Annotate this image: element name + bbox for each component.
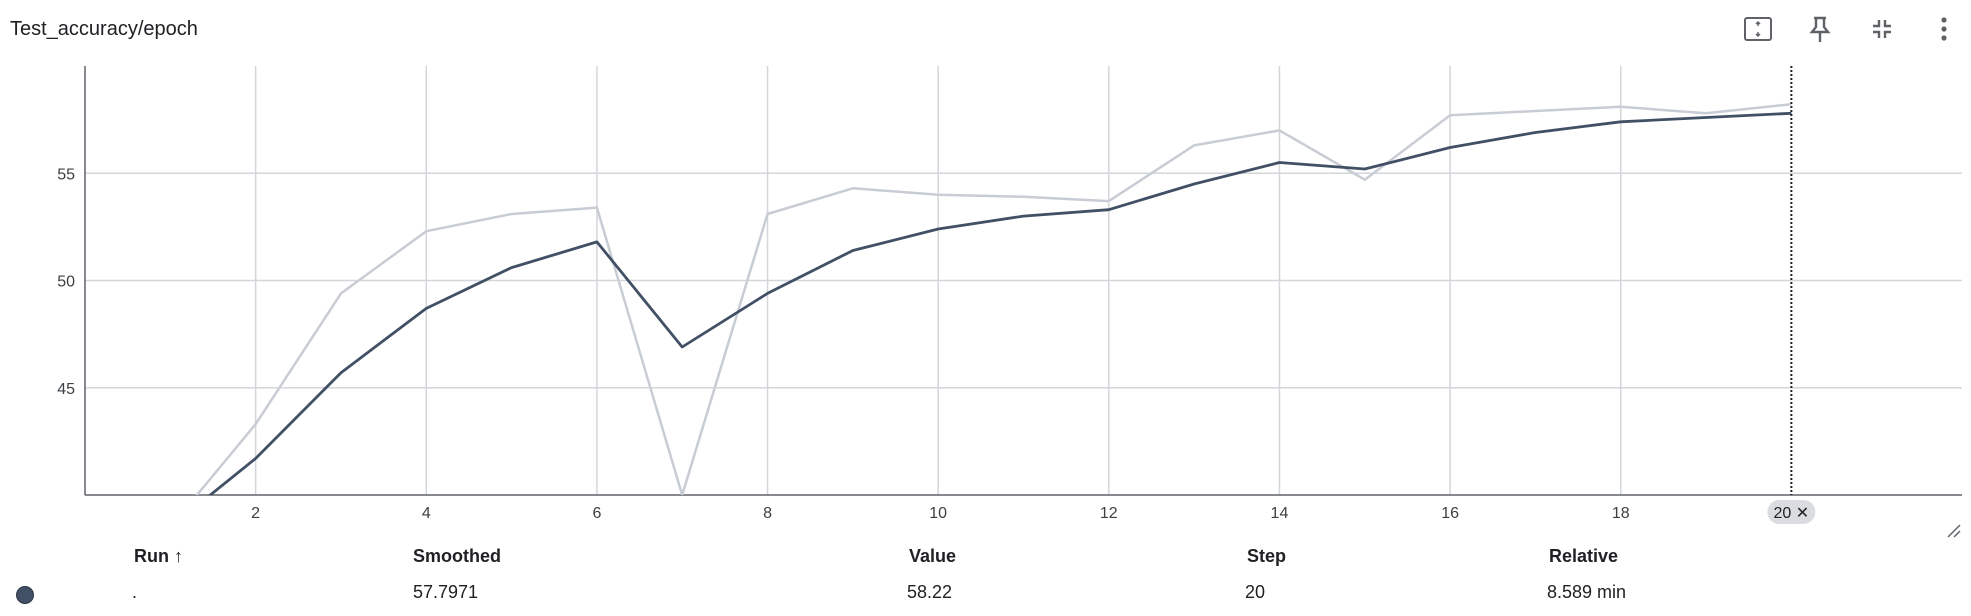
row-run: . — [132, 582, 138, 602]
collapse-button[interactable] — [1865, 12, 1899, 46]
header-smoothed: Smoothed — [413, 546, 501, 566]
header-run[interactable]: Run ↑ — [134, 546, 183, 566]
collapse-icon — [1873, 20, 1891, 38]
card-toolbar — [1741, 12, 1961, 46]
pin-button[interactable] — [1803, 12, 1837, 46]
x-tick-label: 8 — [763, 505, 772, 522]
x-tick-label: 14 — [1271, 505, 1289, 522]
selected-step-badge — [1767, 500, 1816, 524]
x-tick-label: 10 — [929, 505, 947, 522]
selected-step-label: 20 ✕ — [1774, 505, 1810, 522]
line-chart[interactable]: 2 4 6 8 10 12 14 16 18 45 50 55 20 ✕ — [0, 0, 1971, 540]
header-value: Value — [909, 546, 957, 566]
x-tick-label: 6 — [592, 505, 601, 522]
x-tick-label: 16 — [1441, 505, 1459, 522]
header-step: Step — [1247, 546, 1287, 566]
fit-domain-button[interactable] — [1741, 12, 1775, 46]
row-relative: 8.589 min — [1547, 582, 1627, 602]
x-tick-label: 2 — [251, 505, 260, 522]
y-tick-label: 45 — [57, 381, 75, 398]
row-step: 20 — [1245, 582, 1266, 602]
more-options-button[interactable] — [1927, 12, 1961, 46]
card-title: Test_accuracy/epoch — [10, 18, 198, 40]
fit-domain-icon — [1744, 17, 1772, 41]
run-color-dot — [16, 586, 34, 604]
row-smoothed: 57.7971 — [413, 582, 479, 602]
x-tick-label: 18 — [1612, 505, 1630, 522]
y-tick-label: 50 — [57, 274, 75, 291]
raw-series-line — [195, 102, 1792, 495]
x-tick-label: 4 — [422, 505, 431, 522]
resize-handle-icon[interactable] — [1945, 522, 1961, 538]
pin-icon — [1809, 16, 1831, 42]
y-tick-label: 55 — [57, 166, 75, 183]
header-relative: Relative — [1549, 546, 1619, 566]
more-vert-icon — [1941, 17, 1947, 41]
smoothed-series-line — [208, 111, 1792, 495]
x-tick-label: 12 — [1100, 505, 1118, 522]
row-value: 58.22 — [907, 582, 953, 602]
